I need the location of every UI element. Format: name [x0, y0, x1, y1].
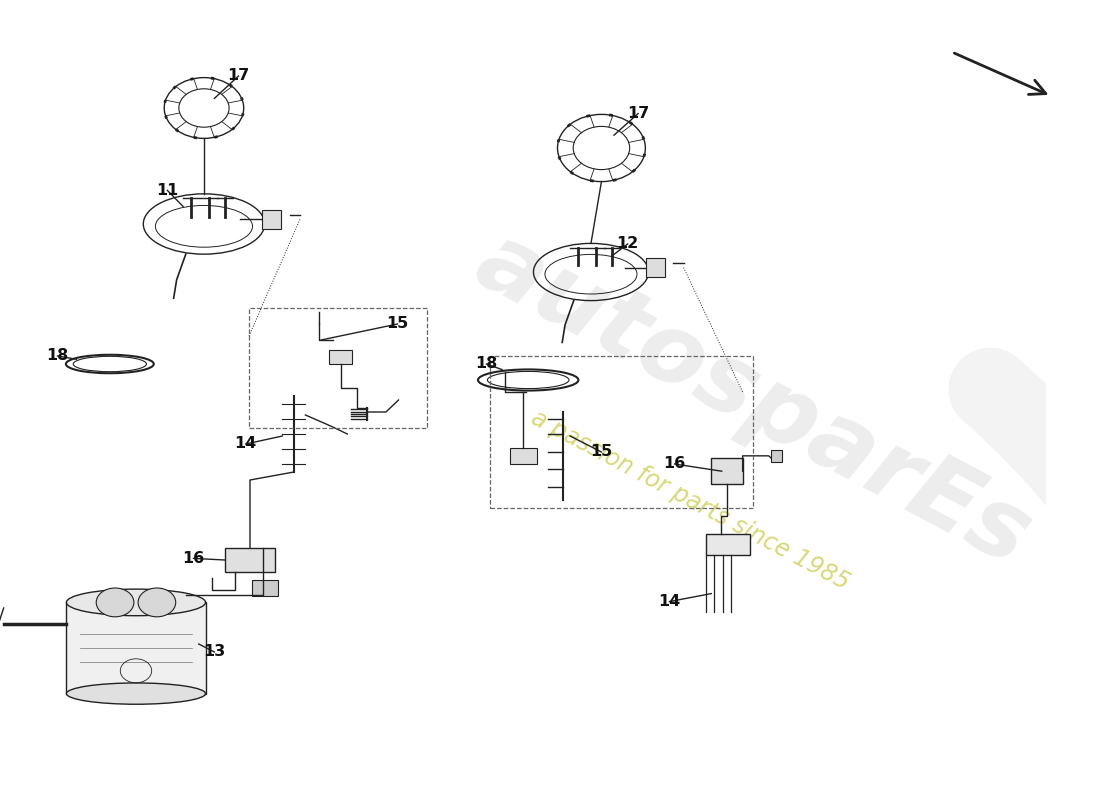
Text: 13: 13: [204, 645, 226, 659]
Bar: [262, 210, 282, 229]
Text: 14: 14: [658, 594, 681, 609]
Text: autosparEs: autosparEs: [461, 215, 1046, 585]
Text: 18: 18: [46, 349, 68, 363]
Bar: [253, 580, 277, 596]
Ellipse shape: [66, 683, 206, 704]
Bar: [771, 450, 782, 462]
Bar: [66, 602, 206, 694]
Bar: [706, 534, 750, 555]
Bar: [249, 308, 427, 428]
Bar: [330, 350, 352, 364]
Text: 16: 16: [183, 551, 205, 566]
Text: a passion for parts since 1985: a passion for parts since 1985: [527, 406, 854, 594]
Bar: [510, 448, 537, 464]
Bar: [224, 548, 275, 572]
Ellipse shape: [66, 589, 206, 616]
Text: 15: 15: [591, 445, 613, 459]
Text: 14: 14: [234, 437, 257, 451]
Text: 18: 18: [475, 357, 497, 371]
Circle shape: [96, 588, 134, 617]
Text: 15: 15: [386, 317, 408, 331]
Text: 16: 16: [663, 457, 685, 471]
Circle shape: [139, 588, 176, 617]
Text: 17: 17: [228, 69, 250, 83]
Text: 11: 11: [156, 183, 178, 198]
Text: 12: 12: [616, 237, 639, 251]
Text: 17: 17: [627, 106, 649, 121]
Bar: [712, 458, 743, 484]
Bar: [490, 356, 754, 508]
Bar: [646, 258, 664, 278]
